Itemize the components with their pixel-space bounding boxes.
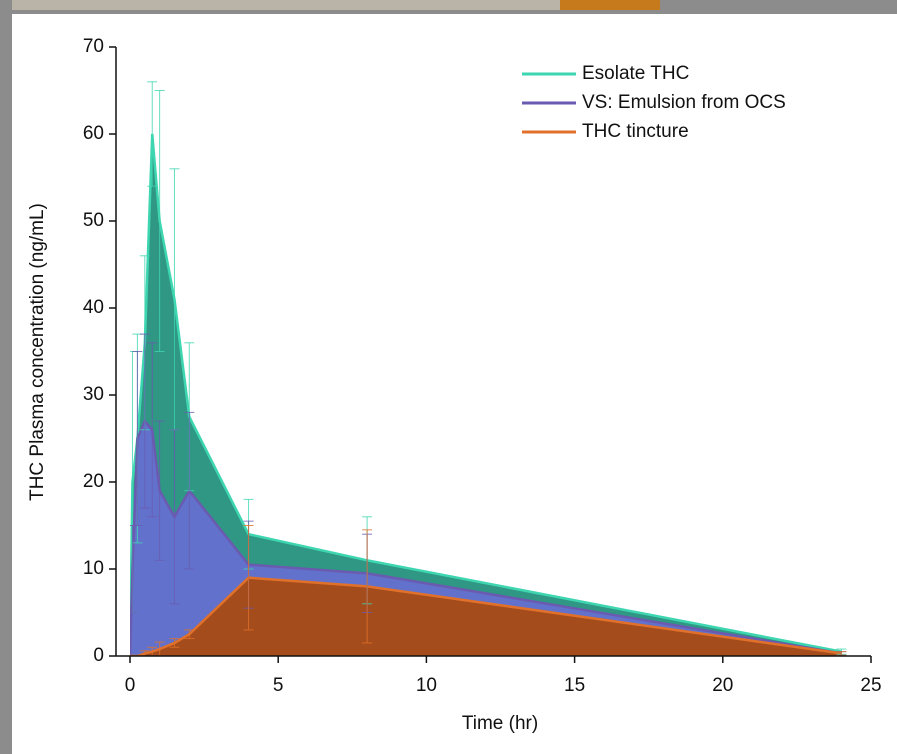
- area: [130, 577, 842, 656]
- legend-label: THC tincture: [582, 121, 689, 142]
- x-tick-label: 25: [860, 675, 881, 696]
- legend-label: VS: Emulsion from OCS: [582, 92, 786, 113]
- photo-strip-accent: [560, 0, 660, 10]
- photo-strip: [0, 0, 660, 10]
- y-tick-label: 30: [83, 384, 104, 405]
- y-tick-label: 10: [83, 558, 104, 579]
- y-tick-label: 20: [83, 471, 104, 492]
- legend-label: Esolate THC: [582, 63, 689, 84]
- x-tick-label: 20: [712, 675, 733, 696]
- x-tick-label: 5: [273, 675, 284, 696]
- y-tick-label: 60: [83, 123, 104, 144]
- y-axis-label: THC Plasma concentration (ng/mL): [27, 203, 48, 501]
- x-tick-label: 15: [564, 675, 585, 696]
- left-frame: [0, 0, 12, 754]
- x-tick-label: 10: [416, 675, 437, 696]
- y-tick-label: 0: [93, 645, 104, 666]
- y-tick-label: 50: [83, 210, 104, 231]
- x-tick-label: 0: [125, 675, 136, 696]
- y-tick-label: 70: [83, 36, 104, 57]
- y-tick-label: 40: [83, 297, 104, 318]
- x-axis-label: Time (hr): [462, 713, 538, 734]
